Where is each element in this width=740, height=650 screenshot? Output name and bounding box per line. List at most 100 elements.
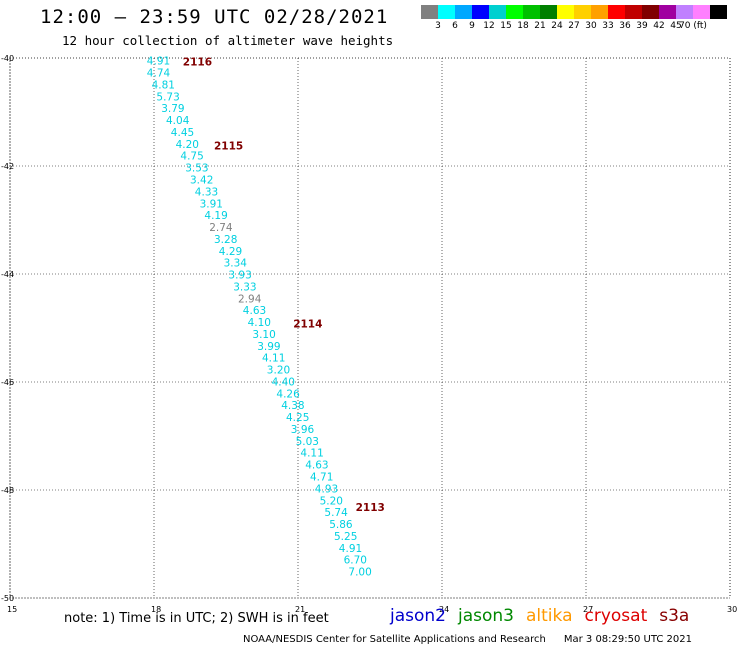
x-tick-label: 15 xyxy=(7,605,17,614)
satellite-jason2: jason2 xyxy=(390,606,446,626)
satellite-jason3: jason3 xyxy=(458,606,514,626)
pass-annotations: 2116 2115 2114 2113 xyxy=(183,57,385,515)
x-tick-label: 24 xyxy=(439,605,449,614)
legend-tick-label: 9 xyxy=(469,21,475,31)
swh-point: 3.79 xyxy=(161,103,184,115)
satellite-cryosat: cryosat xyxy=(584,606,648,626)
footer-note: note: 1) Time is in UTC; 2) SWH is in fe… xyxy=(64,611,329,626)
y-tick-label: -50 xyxy=(1,594,14,603)
swh-point: 4.93 xyxy=(315,483,338,495)
swh-point: 4.19 xyxy=(204,210,227,222)
legend-tick-label: 39 xyxy=(636,21,648,31)
pass-label: 2113 xyxy=(356,502,385,514)
pass-label: 2114 xyxy=(293,319,322,331)
swh-point: 7.00 xyxy=(348,567,371,579)
legend-tick-label: 24 xyxy=(551,21,563,31)
swh-point: 4.81 xyxy=(152,79,175,91)
swh-point: 4.04 xyxy=(166,115,190,127)
legend-ticks: 3 6 9 12 15 18 21 24 27 30 33 36 39 42 45 70 (ft) xyxy=(421,19,727,33)
legend-swatch xyxy=(625,5,642,19)
legend-swatch xyxy=(455,5,472,19)
legend-swatch xyxy=(659,5,676,19)
swh-point: 3.91 xyxy=(200,198,223,210)
chart-subtitle: 12 hour collection of altimeter wave hei… xyxy=(62,33,394,48)
swh-point: 4.40 xyxy=(272,376,295,388)
legend-swatch xyxy=(472,5,489,19)
legend-tick-label: 12 xyxy=(483,21,495,31)
swh-point: 4.74 xyxy=(147,68,171,80)
y-tick-label: -48 xyxy=(1,486,14,495)
legend-swatch xyxy=(523,5,540,19)
swh-point: 4.20 xyxy=(176,139,199,151)
legend-swatch xyxy=(608,5,625,19)
satellite-legend: jason2 jason3 altika cryosat s3a xyxy=(390,606,701,626)
swh-point: 4.38 xyxy=(281,400,304,412)
legend-swatch xyxy=(693,5,710,19)
swh-point: 4.29 xyxy=(219,246,242,258)
legend-swatch xyxy=(438,5,455,19)
axis-labels: 15 18 21 24 27 30 -40 -42 -44 -46 -48 -50 xyxy=(1,54,737,614)
swh-point: 4.45 xyxy=(171,127,194,139)
legend-tick-label: 18 xyxy=(517,21,529,31)
color-legend: 3 6 9 12 15 18 21 24 27 30 33 36 39 42 45 70 (ft) xyxy=(421,5,727,33)
swh-point: 4.11 xyxy=(300,448,323,460)
legend-tick-label: 27 xyxy=(568,21,580,31)
legend-swatch xyxy=(489,5,506,19)
legend-tick-label: 15 xyxy=(500,21,512,31)
swh-point: 3.33 xyxy=(233,281,256,293)
swh-point: 3.10 xyxy=(252,329,275,341)
swh-point: 4.63 xyxy=(243,305,266,317)
swh-point: 2.74 xyxy=(209,222,233,234)
swh-point: 4.10 xyxy=(248,317,271,329)
chart-title: 12:00 – 23:59 UTC 02/28/2021 xyxy=(40,6,389,28)
swh-point: 4.26 xyxy=(276,388,300,400)
x-tick-label: 21 xyxy=(295,605,305,614)
legend-tick-label: 6 xyxy=(452,21,458,31)
swh-point: 5.20 xyxy=(320,495,343,507)
data-points: 4.914.744.815.733.794.044.454.204.753.53… xyxy=(147,56,372,579)
swh-point: 3.93 xyxy=(228,270,251,282)
swh-point: 5.74 xyxy=(324,507,348,519)
legend-tick-label: 3 xyxy=(435,21,441,31)
legend-swatches xyxy=(421,5,727,19)
swh-point: 3.53 xyxy=(185,163,208,175)
swh-point: 4.75 xyxy=(180,151,203,163)
legend-swatch xyxy=(574,5,591,19)
legend-tick-label: 33 xyxy=(602,21,614,31)
swh-point: 2.94 xyxy=(238,293,262,305)
y-tick-label: -44 xyxy=(1,270,14,279)
legend-tick-label: 36 xyxy=(619,21,631,31)
legend-swatch xyxy=(540,5,557,19)
swh-point: 6.70 xyxy=(344,555,367,567)
satellite-altika: altika xyxy=(526,606,573,626)
swh-point: 3.20 xyxy=(267,365,290,377)
satellite-s3a: s3a xyxy=(659,606,690,626)
swh-point: 5.03 xyxy=(296,436,319,448)
legend-swatch xyxy=(557,5,574,19)
legend-tick-label: 21 xyxy=(534,21,546,31)
credit-text: NOAA/NESDIS Center for Satellite Applica… xyxy=(243,634,546,645)
swh-point: 5.73 xyxy=(156,91,179,103)
legend-tick-label: 30 xyxy=(585,21,597,31)
legend-swatch xyxy=(506,5,523,19)
x-tick-label: 30 xyxy=(727,605,737,614)
grid-lines xyxy=(9,57,731,599)
y-tick-label: -46 xyxy=(1,378,14,387)
swh-point: 3.96 xyxy=(291,424,315,436)
swh-point: 4.71 xyxy=(310,472,333,484)
legend-swatch xyxy=(421,5,438,19)
x-tick-label: 27 xyxy=(583,605,593,614)
credit-line: NOAA/NESDIS Center for Satellite Applica… xyxy=(243,634,692,645)
legend-swatch xyxy=(642,5,659,19)
swh-point: 3.28 xyxy=(214,234,237,246)
swh-point: 3.99 xyxy=(257,341,280,353)
swh-point: 4.91 xyxy=(339,543,362,555)
legend-swatch xyxy=(710,5,727,19)
swh-point: 5.25 xyxy=(334,531,357,543)
swh-point: 4.11 xyxy=(262,353,285,365)
swh-point: 4.25 xyxy=(286,412,309,424)
legend-swatch xyxy=(676,5,693,19)
swh-point: 4.91 xyxy=(147,56,170,68)
swh-point: 3.42 xyxy=(190,175,213,187)
